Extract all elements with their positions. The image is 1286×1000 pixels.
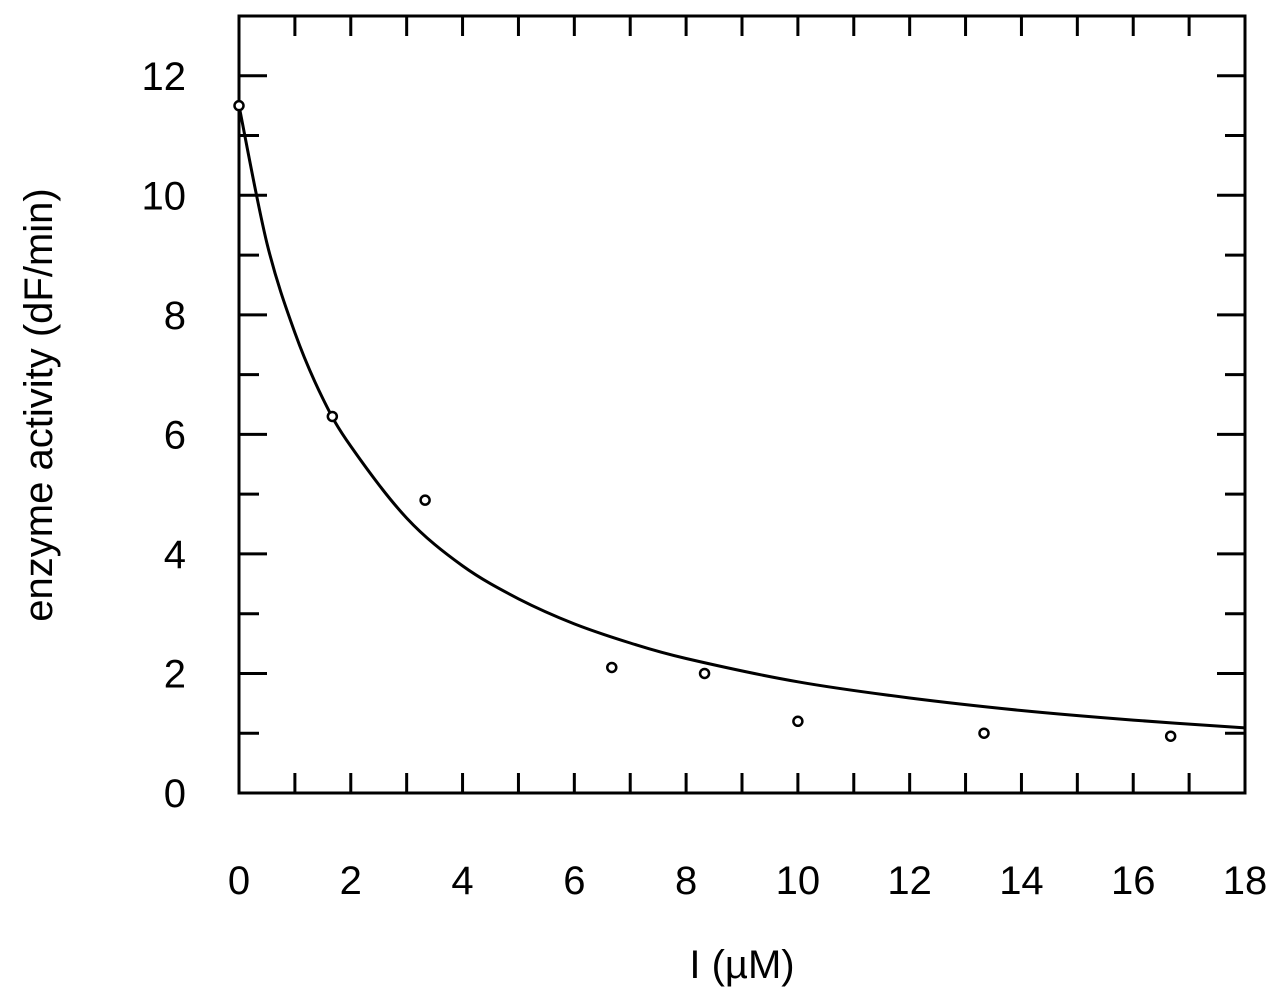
data-point: [233, 99, 245, 112]
y-tick-label: 8: [164, 294, 186, 338]
y-tick-label: 6: [164, 413, 186, 457]
fit-curve: [237, 105, 1246, 730]
x-tick-label: 0: [228, 859, 250, 903]
x-tick-label: 10: [776, 859, 821, 903]
x-tick-label: 2: [340, 859, 362, 903]
y-axis-label: enzyme activity (dF/min): [17, 188, 61, 621]
y-tick-label: 10: [142, 174, 187, 218]
data-point: [326, 410, 339, 423]
data-point: [419, 494, 431, 506]
x-tick-label: 14: [999, 859, 1044, 903]
x-tick-label: 6: [563, 859, 585, 903]
y-tick-label: 12: [142, 55, 187, 99]
data-point: [1164, 730, 1177, 742]
y-tick-label: 4: [164, 533, 186, 577]
data-point: [606, 661, 618, 674]
y-tick-label: 0: [164, 772, 186, 816]
x-tick-label: 8: [675, 859, 697, 903]
tick-marks: [237, 14, 1247, 795]
data-point: [698, 667, 711, 680]
data-points: [233, 99, 1177, 742]
x-tick-label: 12: [887, 859, 932, 903]
x-tick-label: 16: [1111, 859, 1156, 903]
x-tick-label: 18: [1223, 859, 1268, 903]
x-tick-labels: 0 2 4 6 8 10 12 14 16 18: [228, 859, 1267, 903]
x-axis-label: I (µM): [689, 943, 794, 987]
data-point: [792, 715, 804, 728]
y-tick-label: 2: [164, 652, 186, 696]
plot-frame: [237, 14, 1247, 795]
x-tick-label: 4: [451, 859, 473, 903]
data-point: [978, 727, 990, 739]
y-tick-labels: 0 2 4 6 8 10 12: [142, 55, 187, 816]
